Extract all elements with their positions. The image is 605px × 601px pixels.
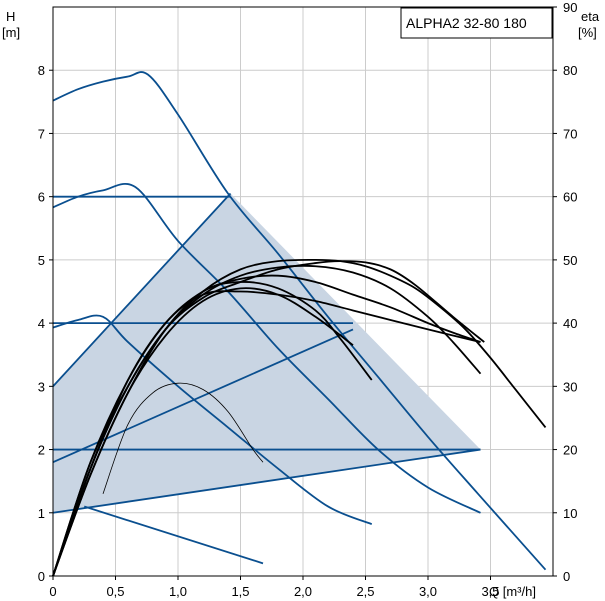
y-left-tick-label: 4 — [38, 316, 45, 331]
y-left-tick-label: 5 — [38, 253, 45, 268]
x-tick-label: 3,5 — [481, 584, 499, 599]
y-left-tick-label: 8 — [38, 63, 45, 78]
y-left-unit: [m] — [2, 25, 20, 40]
y-right-tick-label: 80 — [563, 63, 577, 78]
y-left-tick-label: 0 — [38, 569, 45, 584]
control-line — [52, 192, 232, 387]
x-tick-label: 0 — [49, 584, 56, 599]
x-axis-ticks: 0 0,5 1,0 1,5 2,0 2,5 3,0 3,5 — [49, 576, 500, 599]
y-left-tick-label: 6 — [38, 190, 45, 205]
x-tick-label: 1,5 — [231, 584, 249, 599]
y-right-tick-label: 0 — [563, 569, 570, 584]
y-left-label: H — [6, 9, 15, 24]
operating-region — [53, 193, 481, 513]
y-left-tick-label: 7 — [38, 126, 45, 141]
y-left-tick-label: 2 — [38, 443, 45, 458]
pump-curve — [52, 71, 547, 571]
y-right-label: eta — [581, 9, 600, 24]
efficiency-curve — [102, 382, 264, 494]
y-right-tick-label: 90 — [563, 0, 577, 15]
y-left-ticks: 0 1 2 3 4 5 6 7 8 — [38, 63, 53, 584]
y-right-tick-label: 30 — [563, 379, 577, 394]
pump-curve — [52, 314, 373, 525]
model-label-box — [400, 7, 553, 39]
x-tick-label: 2,0 — [294, 584, 312, 599]
y-right-tick-label: 60 — [563, 190, 577, 205]
x-axis-label: Q [m³/h] — [489, 584, 536, 599]
operating-area — [53, 193, 481, 513]
model-label: ALPHA2 32-80 180 — [406, 15, 527, 31]
y-right-tick-label: 20 — [563, 443, 577, 458]
y-left-tick-label: 1 — [38, 506, 45, 521]
y-right-tick-label: 10 — [563, 506, 577, 521]
efficiency-curve — [52, 287, 354, 577]
x-tick-label: 0,5 — [106, 584, 124, 599]
x-tick-label: 3,0 — [419, 584, 437, 599]
control-line — [52, 448, 481, 514]
efficiency-curves — [52, 258, 547, 577]
x-tick-label: 1,0 — [169, 584, 187, 599]
efficiency-curve — [52, 290, 481, 577]
control-line — [83, 505, 264, 565]
y-right-ticks: 0 10 20 30 40 50 60 70 80 90 — [553, 0, 577, 584]
y-right-tick-label: 70 — [563, 126, 577, 141]
x-tick-label: 2,5 — [356, 584, 374, 599]
y-right-unit: [%] — [578, 25, 597, 40]
y-right-tick-label: 40 — [563, 316, 577, 331]
y-right-tick-label: 50 — [563, 253, 577, 268]
y-left-tick-label: 3 — [38, 379, 45, 394]
